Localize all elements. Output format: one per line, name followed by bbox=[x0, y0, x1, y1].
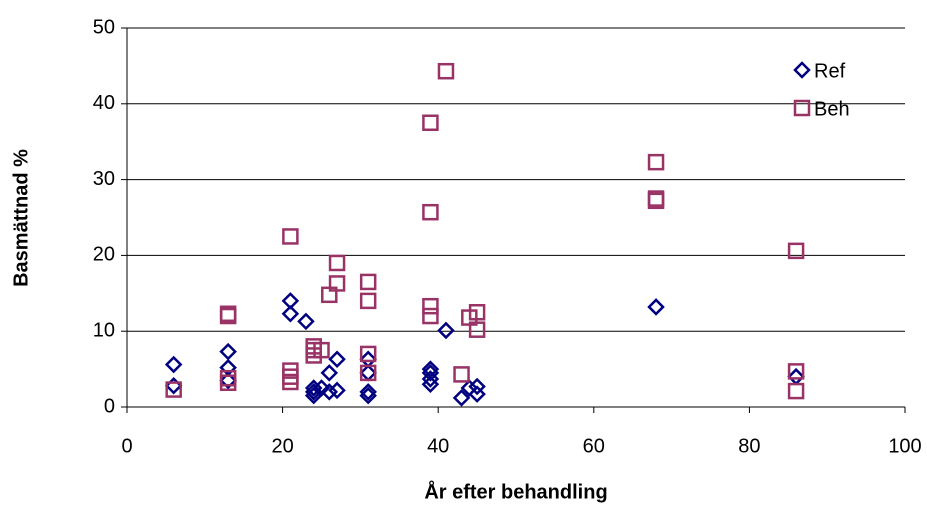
point bbox=[468, 385, 486, 403]
point bbox=[647, 298, 665, 316]
point bbox=[787, 367, 805, 386]
y-axis-title: Basmättnad % bbox=[10, 149, 32, 287]
point bbox=[359, 364, 377, 382]
point bbox=[468, 321, 486, 338]
point bbox=[312, 379, 331, 397]
point bbox=[359, 292, 377, 310]
x-tick-label: 80 bbox=[738, 435, 760, 457]
point bbox=[328, 254, 346, 272]
y-tick-label: 50 bbox=[93, 16, 115, 38]
x-tick-label: 20 bbox=[271, 435, 293, 457]
point bbox=[164, 377, 183, 395]
point bbox=[453, 366, 470, 383]
point bbox=[421, 375, 440, 394]
point bbox=[164, 355, 183, 374]
point bbox=[452, 389, 471, 407]
point bbox=[647, 153, 665, 171]
y-tick-label: 40 bbox=[93, 92, 115, 114]
legend-marker bbox=[793, 61, 811, 79]
point bbox=[359, 345, 377, 363]
point bbox=[328, 350, 346, 369]
point bbox=[281, 304, 300, 323]
x-axis-title: År efter behandling bbox=[424, 479, 607, 503]
legend-label: Beh bbox=[814, 98, 850, 120]
x-tick-label: 0 bbox=[121, 435, 132, 457]
legend-marker bbox=[793, 99, 811, 117]
point bbox=[437, 62, 455, 80]
point bbox=[787, 242, 805, 260]
point bbox=[359, 386, 377, 405]
point bbox=[422, 297, 439, 315]
point bbox=[422, 114, 439, 131]
y-tick-label: 10 bbox=[93, 319, 115, 341]
y-tick-label: 0 bbox=[104, 395, 115, 417]
point bbox=[359, 383, 377, 401]
point bbox=[219, 371, 237, 390]
point bbox=[304, 383, 323, 401]
point bbox=[422, 307, 439, 325]
y-tick-label: 30 bbox=[93, 168, 115, 190]
point bbox=[282, 373, 299, 391]
y-tick-label: 20 bbox=[93, 244, 115, 266]
point bbox=[422, 203, 439, 221]
point bbox=[219, 307, 237, 325]
x-tick-label: 40 bbox=[427, 435, 449, 457]
point bbox=[421, 370, 440, 388]
legend-label: Ref bbox=[814, 60, 846, 82]
point bbox=[468, 377, 486, 396]
point bbox=[787, 363, 805, 380]
point bbox=[219, 374, 237, 391]
point bbox=[328, 381, 346, 400]
point bbox=[313, 341, 330, 359]
point bbox=[165, 381, 182, 398]
point bbox=[219, 342, 237, 361]
point bbox=[421, 364, 440, 382]
point bbox=[647, 192, 665, 210]
x-tick-label: 60 bbox=[583, 435, 605, 457]
point bbox=[282, 228, 299, 245]
point bbox=[328, 275, 346, 292]
point bbox=[297, 312, 315, 331]
x-tick-label: 100 bbox=[888, 435, 921, 457]
point bbox=[787, 382, 805, 400]
point bbox=[320, 383, 339, 401]
point bbox=[437, 321, 455, 340]
point bbox=[320, 364, 339, 382]
point bbox=[359, 273, 377, 291]
point bbox=[468, 304, 486, 321]
